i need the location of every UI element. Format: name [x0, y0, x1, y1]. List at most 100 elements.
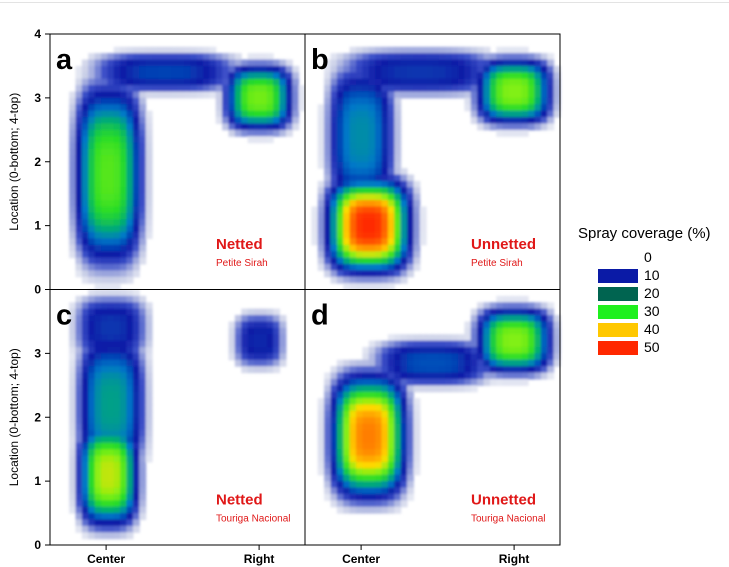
heat-cell	[101, 378, 108, 386]
heat-cell	[94, 468, 102, 476]
heat-cell	[375, 270, 383, 278]
heat-cell	[381, 78, 389, 86]
heat-cell	[120, 85, 128, 93]
heat-cell	[553, 104, 561, 112]
heat-cell	[394, 72, 402, 80]
heat-cell	[247, 136, 255, 144]
heat-cell	[375, 53, 383, 61]
heat-cell	[432, 359, 440, 367]
heat-cell	[88, 168, 96, 176]
heat-cell	[69, 493, 77, 501]
heat-cell	[113, 430, 121, 438]
heat-cell	[438, 59, 446, 67]
heat-cell	[336, 436, 344, 444]
heat-cell	[521, 353, 529, 361]
heat-cell	[177, 72, 185, 80]
heat-cell	[419, 346, 427, 354]
heat-cell	[113, 302, 121, 310]
heat-cell	[343, 506, 351, 514]
heat-cell	[132, 193, 140, 201]
heat-cell	[362, 225, 370, 233]
heat-cell	[94, 232, 102, 239]
heat-cell	[101, 283, 108, 291]
heat-cell	[145, 168, 153, 176]
heat-cell	[470, 78, 478, 86]
heat-cell	[413, 423, 421, 431]
heat-cell	[324, 206, 332, 214]
heat-cell	[470, 372, 478, 380]
heat-cell	[464, 72, 472, 80]
heat-cell	[349, 283, 357, 291]
heat-cell	[336, 417, 344, 425]
heat-cell	[75, 263, 83, 271]
heat-cell	[81, 187, 89, 195]
heat-cell	[330, 251, 338, 259]
heat-cell	[349, 270, 357, 278]
heat-cell	[394, 442, 402, 450]
heat-cell	[375, 97, 383, 105]
heat-cell	[489, 72, 497, 80]
heat-cell	[413, 251, 421, 259]
heat-cell	[101, 200, 108, 208]
heat-cell	[330, 225, 338, 233]
heat-cell	[126, 123, 134, 131]
heat-cell	[394, 423, 402, 431]
heat-cell	[324, 72, 332, 80]
heat-cell	[375, 263, 383, 271]
heat-cell	[375, 404, 383, 412]
heat-cell	[113, 97, 121, 105]
heat-cell	[69, 219, 77, 227]
heat-cell	[432, 340, 440, 348]
heat-cell	[394, 65, 402, 73]
heat-cell	[241, 315, 249, 323]
heat-cell	[483, 91, 491, 99]
heat-cell	[120, 525, 128, 533]
heat-cell	[375, 372, 383, 380]
heat-cell	[483, 85, 491, 93]
heat-cell	[400, 72, 408, 80]
heatmap-cells	[69, 289, 287, 540]
heat-cell	[502, 327, 510, 335]
heat-cell	[107, 244, 115, 252]
heat-cell	[368, 430, 376, 438]
heat-cell	[356, 244, 363, 252]
heat-cell	[521, 117, 529, 125]
heat-cell	[419, 72, 427, 80]
heat-cell	[553, 334, 561, 342]
heat-cell	[113, 493, 121, 501]
heat-cell	[458, 53, 465, 61]
heat-cell	[407, 378, 414, 386]
heat-cell	[451, 334, 459, 342]
heat-cell	[336, 97, 344, 105]
heat-cell	[458, 378, 465, 386]
heat-cell	[247, 110, 255, 118]
heat-cell	[126, 430, 134, 438]
heat-cell	[81, 168, 89, 176]
heat-cell	[426, 72, 434, 80]
heat-cell	[489, 85, 497, 93]
heat-cell	[126, 59, 134, 67]
heat-cell	[120, 378, 128, 386]
heat-cell	[241, 334, 249, 342]
heat-cell	[407, 270, 414, 278]
heat-cell	[400, 442, 408, 450]
heat-cell	[343, 276, 351, 284]
heat-cell	[324, 104, 332, 112]
heat-cell	[407, 251, 414, 259]
heat-cell	[387, 123, 395, 131]
heat-cell	[375, 104, 383, 112]
heat-cell	[126, 353, 134, 361]
heat-cell	[254, 53, 261, 61]
heat-cell	[139, 423, 147, 431]
heat-cell	[502, 72, 510, 80]
heat-cell	[177, 46, 185, 54]
heat-cell	[107, 391, 115, 399]
heat-cell	[164, 46, 172, 54]
heat-cell	[171, 65, 179, 73]
heat-cell	[88, 78, 96, 86]
heat-cell	[279, 65, 287, 73]
heat-cell	[509, 315, 516, 323]
heat-cell	[368, 283, 376, 291]
heat-cell	[336, 129, 344, 137]
heat-cell	[126, 225, 134, 233]
